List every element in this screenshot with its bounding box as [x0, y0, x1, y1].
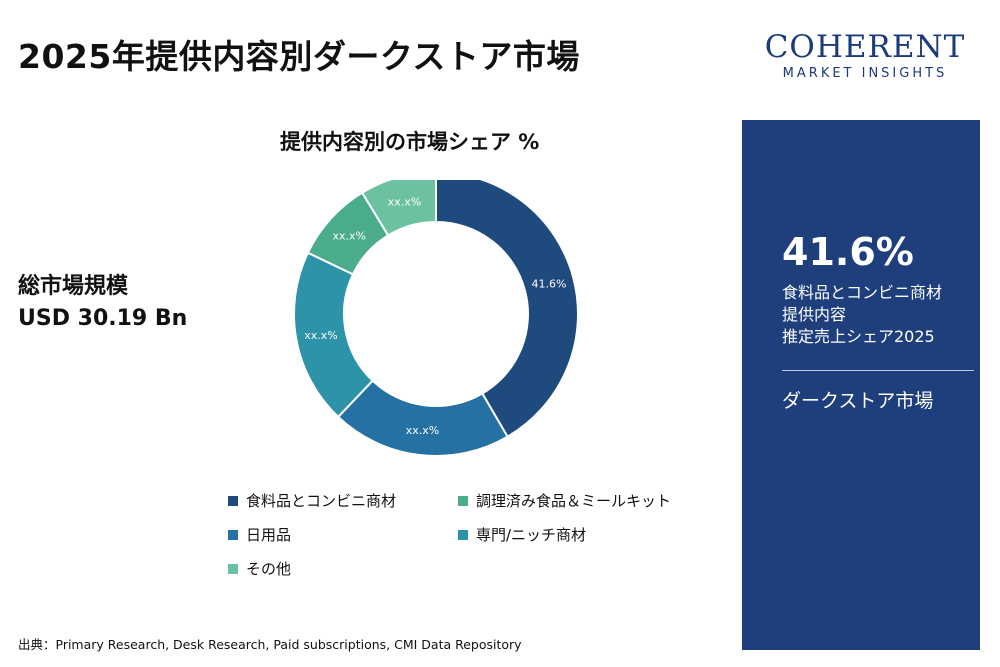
panel-divider	[782, 370, 974, 371]
legend-label: その他	[246, 560, 292, 578]
legend-swatch	[228, 563, 238, 574]
highlight-desc-line: 提供内容	[782, 305, 847, 324]
logo-sub-text: MARKET INSIGHTS	[782, 66, 948, 81]
legend-swatch	[228, 529, 238, 540]
highlight-desc-line: 食料品とコンビニ商材	[782, 283, 943, 302]
legend-label: 専門/ニッチ商材	[476, 526, 587, 544]
legend-swatch	[458, 495, 468, 506]
legend-item-ready-meals: 調理済み食品＆ミールキット	[458, 490, 671, 511]
donut-slice-label-2: xx.x%	[304, 329, 337, 342]
highlight-share-value: 41.6%	[782, 230, 914, 274]
legend-swatch	[458, 529, 468, 540]
page-title: 2025年提供内容別ダークストア市場	[18, 37, 580, 76]
company-logo: COHERENT MARKET INSIGHTS	[745, 30, 985, 81]
legend-item-daily-goods: 日用品	[228, 524, 291, 545]
legend-label: 食料品とコンビニ商材	[246, 492, 397, 510]
source-note: 出典：Primary Research, Desk Research, Paid…	[18, 637, 522, 652]
total-market-size-value: USD 30.19 Bn	[18, 306, 188, 331]
donut-slice-1	[336, 379, 509, 457]
legend-swatch	[228, 495, 238, 506]
legend-item-specialty: 専門/ニッチ商材	[458, 524, 586, 545]
chart-legend: 食料品とコンビニ商材 調理済み食品＆ミールキット 日用品 専門/ニッチ商材 その…	[228, 490, 728, 590]
total-market-size-label: 総市場規模	[18, 274, 129, 299]
donut-slice-label-0: 41.6%	[531, 277, 566, 290]
legend-label: 調理済み食品＆ミールキット	[476, 492, 672, 510]
donut-slice-label-1: xx.x%	[406, 424, 439, 437]
legend-item-groceries: 食料品とコンビニ商材	[228, 490, 396, 511]
donut-slice-4	[360, 180, 437, 237]
donut-slice-label-4: xx.x%	[388, 195, 421, 208]
donut-chart: 41.6% xx.x% xx.x% xx.x% xx.x%	[293, 180, 579, 457]
chart-title: 提供内容別の市場シェア %	[280, 130, 540, 154]
highlight-desc-line: 推定売上シェア2025	[782, 327, 935, 346]
logo-main-text: COHERENT	[764, 29, 966, 65]
legend-item-other: その他	[228, 558, 291, 579]
donut-slice-label-3: xx.x%	[332, 230, 365, 243]
highlight-market-name: ダークストア市場	[782, 390, 934, 412]
donut-slice-0	[435, 180, 579, 439]
highlight-description: 食料品とコンビニ商材 提供内容 推定売上シェア2025	[782, 282, 972, 348]
highlight-panel: 41.6% 食料品とコンビニ商材 提供内容 推定売上シェア2025 ダークストア…	[742, 120, 980, 650]
legend-label: 日用品	[246, 526, 292, 544]
